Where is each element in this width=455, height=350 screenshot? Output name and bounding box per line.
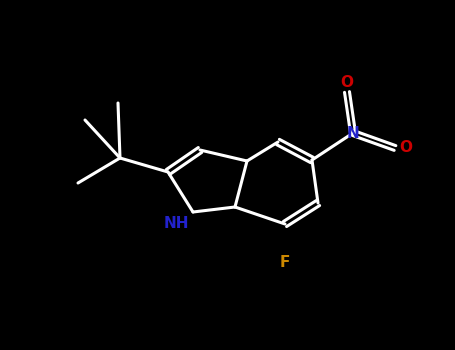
- Text: O: O: [399, 140, 412, 155]
- Text: O: O: [340, 75, 354, 90]
- Text: NH: NH: [163, 216, 189, 231]
- Text: N: N: [347, 126, 359, 140]
- Text: F: F: [280, 255, 290, 270]
